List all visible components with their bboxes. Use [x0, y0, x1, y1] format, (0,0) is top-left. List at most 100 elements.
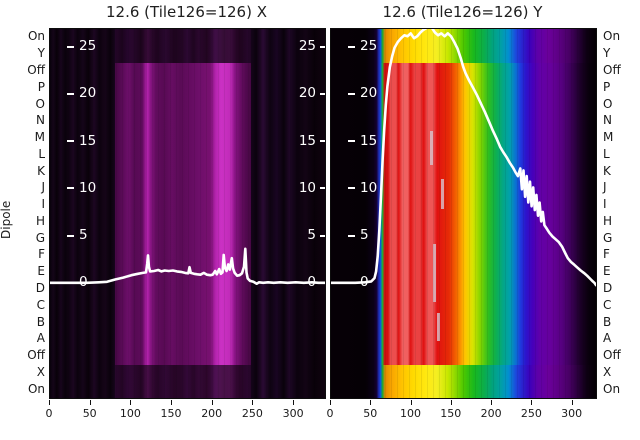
power-curve-y [331, 29, 596, 287]
dipole-label: I [41, 197, 45, 212]
inner-ytick-mark [320, 92, 325, 95]
heatmap-panel-y: 25 20 15 10 5 0 [330, 28, 597, 399]
inner-ytick-mark [67, 45, 74, 48]
inner-ytick-label: 25 [298, 38, 316, 55]
heatmap-panel-x: 25 25 20 20 15 15 10 10 5 5 0 0 [49, 28, 326, 399]
dipole-label: I [603, 197, 607, 212]
x-axis-left: 0 50 100 150 200 250 300 [46, 398, 324, 424]
dipole-axis-right: On Y Off P O N M L K J I H G F E D C B A Off X On [603, 28, 640, 397]
x-tick-mark [49, 400, 50, 405]
dipole-label: O [603, 96, 613, 111]
x-tick-mark [330, 400, 331, 405]
heatmap-texture-x [50, 29, 325, 398]
dipole-label: Off [603, 62, 621, 77]
dipole-label: A [603, 331, 612, 346]
dipole-label: J [41, 180, 45, 195]
inner-ytick-mark [320, 281, 325, 284]
dipole-label: M [603, 130, 614, 144]
x-tick-label: 200 [201, 407, 223, 420]
dipole-label: L [38, 146, 45, 161]
inner-ytick-label: 0 [307, 274, 316, 291]
dipole-label: Y [37, 46, 45, 61]
x-tick-label: 250 [520, 407, 542, 420]
inner-ytick-label: 5 [79, 227, 88, 244]
dipole-label: C [603, 297, 612, 312]
x-tick-label: 150 [440, 407, 462, 420]
dipole-label: P [603, 79, 611, 94]
dipole-label: Off [27, 62, 45, 77]
inner-ytick-mark [320, 187, 325, 190]
dipole-label: E [603, 264, 611, 279]
dipole-label: A [36, 331, 45, 346]
x-tick-mark [130, 400, 132, 405]
inner-ytick-label: 25 [79, 38, 97, 55]
dipole-label: On [27, 381, 45, 396]
x-tick-mark [571, 400, 573, 405]
heatmap-artifact-dash [437, 313, 440, 341]
dipole-axis-left: On Y Off P O N M L K J I H G F E D C B A Off X On [0, 28, 45, 397]
inner-ytick-mark [348, 45, 355, 48]
dipole-label: F [38, 247, 45, 262]
x-tick-label: 0 [45, 407, 53, 420]
x-tick-label: 0 [326, 407, 334, 420]
x-tick-mark [410, 400, 412, 405]
heatmap-block-x [115, 62, 251, 365]
dipole-label: On [603, 381, 621, 396]
dipole-label: K [37, 163, 45, 178]
inner-ytick-mark [67, 234, 74, 237]
dipole-label: N [36, 113, 45, 128]
inner-ytick-mark [348, 187, 355, 190]
inner-ytick-label: 20 [360, 85, 378, 102]
x-tick-label: 50 [363, 407, 378, 420]
dipole-label: N [603, 113, 612, 128]
inner-ytick-mark [348, 234, 355, 237]
dipole-label: Off [27, 348, 45, 363]
inner-ytick-mark [67, 92, 74, 95]
x-tick-label: 100 [400, 407, 421, 420]
dipole-label: Off [603, 348, 621, 363]
inner-ytick-mark [320, 45, 325, 48]
dipole-label: D [603, 281, 613, 295]
x-tick-mark [171, 400, 172, 405]
inner-ytick-label: 0 [79, 274, 88, 291]
inner-ytick-mark [67, 281, 74, 284]
dipole-label: M [34, 130, 45, 144]
x-tick-label: 100 [119, 407, 141, 420]
dipole-label: B [603, 314, 612, 329]
dipole-label: H [35, 213, 45, 228]
inner-ytick-mark [348, 281, 355, 284]
x-tick-mark [211, 400, 213, 405]
x-tick-label: 300 [561, 407, 583, 420]
dipole-label: X [603, 364, 612, 379]
dipole-label: K [603, 163, 611, 178]
inner-ytick-mark [320, 234, 325, 237]
x-tick-label: 300 [282, 407, 304, 420]
dipole-label: G [35, 230, 45, 245]
dipole-label: E [37, 264, 45, 279]
inner-ytick-mark [67, 140, 74, 143]
heatmap-block-x-topstrip [115, 29, 251, 63]
heatmap-block-x-bottomstrip [115, 364, 251, 398]
dipole-label: P [37, 79, 45, 94]
inner-ytick-label: 25 [360, 38, 378, 55]
dipole-label: C [36, 297, 45, 312]
inner-ytick-label: 20 [298, 85, 316, 102]
x-tick-label: 50 [82, 407, 97, 420]
x-tick-mark [252, 400, 254, 405]
power-curve-x [50, 247, 325, 285]
heatmap-texture-y [331, 29, 596, 398]
dipole-label: On [27, 29, 45, 44]
x-tick-label: 250 [241, 407, 263, 420]
inner-ytick-label: 5 [360, 227, 369, 244]
inner-ytick-mark [67, 187, 74, 190]
x-tick-label: 150 [160, 407, 182, 420]
dipole-label: F [603, 247, 610, 262]
x-tick-mark [450, 400, 452, 405]
dipole-label: B [36, 314, 45, 329]
dipole-label: On [603, 29, 621, 44]
inner-ytick-label: 5 [307, 227, 316, 244]
dipole-label: X [36, 364, 45, 379]
inner-ytick-label: 15 [298, 132, 316, 149]
x-tick-mark [531, 400, 533, 405]
